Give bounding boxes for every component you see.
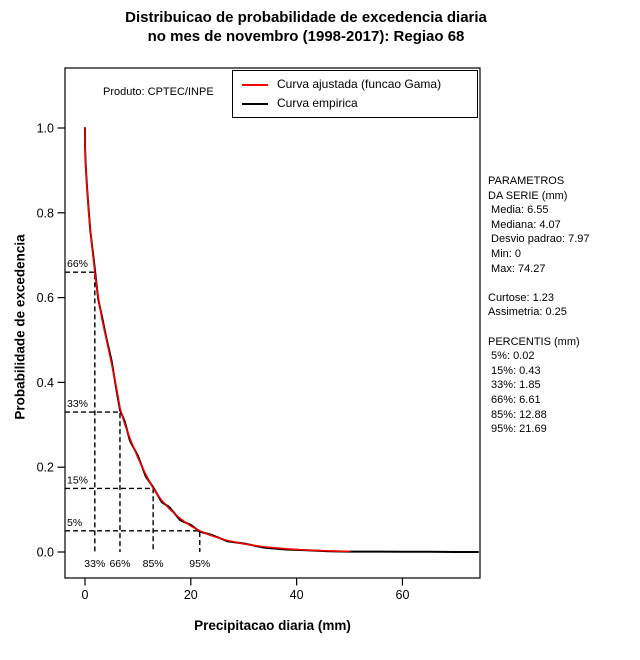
- x-tick-label: 20: [184, 588, 198, 602]
- percentile-x-label: 66%: [109, 558, 130, 570]
- stats-line: Min: 0: [488, 247, 522, 260]
- exceedance-level-label: 33%: [67, 398, 88, 410]
- stats-line: 66%: 6.61: [488, 393, 541, 406]
- legend-label-empirical: Curva empirica: [277, 96, 358, 110]
- stats-line: Assimetria: 0.25: [488, 306, 567, 319]
- y-tick-label: 0.0: [37, 546, 54, 560]
- legend-box: Curva ajustada (funcao Gama) Curva empir…: [232, 70, 478, 118]
- product-note: Produto: CPTEC/INPE: [103, 86, 214, 98]
- y-axis-label: Probabilidade de excedencia: [12, 234, 28, 420]
- y-tick-label: 0.6: [37, 291, 54, 305]
- chart-title: Distribuicao de probabilidade de exceden…: [0, 8, 612, 46]
- chart-title-line1: Distribuicao de probabilidade de exceden…: [125, 9, 487, 26]
- stats-line: [488, 320, 590, 335]
- stats-line: Max: 74.27: [488, 262, 546, 275]
- exceedance-level-label: 15%: [67, 474, 88, 486]
- stats-line: 15%: 0.43: [488, 364, 541, 377]
- x-axis-label: Precipitacao diaria (mm): [194, 618, 351, 633]
- exceedance-level-label: 5%: [67, 517, 82, 529]
- x-tick-label: 60: [396, 588, 410, 602]
- stats-line: PARAMETROS: [488, 175, 565, 187]
- percentile-x-label: 95%: [189, 558, 210, 570]
- stats-line: Desvio padrao: 7.97: [488, 233, 590, 246]
- fitted-curve-swatch: [242, 83, 268, 86]
- percentile-guide: [65, 530, 201, 552]
- legend-item-empirical: Curva empirica: [242, 96, 468, 111]
- legend-label-fitted: Curva ajustada (funcao Gama): [277, 77, 442, 91]
- y-tick-label: 0.4: [37, 376, 54, 390]
- exceedance-level-label: 66%: [67, 258, 88, 270]
- y-tick-label: 0.8: [37, 206, 54, 220]
- empirical-curve: [84, 127, 479, 553]
- percentile-x-label: 85%: [143, 558, 164, 570]
- stats-line: [488, 276, 590, 291]
- percentile-guide: [65, 271, 96, 552]
- y-tick-label: 1.0: [37, 122, 54, 136]
- plot-box: [64, 67, 481, 579]
- percentile-x-label: 33%: [84, 558, 105, 570]
- stats-line: PERCENTIS (mm): [488, 335, 580, 348]
- stats-panel: PARAMETROS DA SERIE (mm) Media: 6.55 Medi…: [488, 174, 590, 437]
- stats-line: Mediana: 4.07: [488, 218, 561, 231]
- stats-line: Media: 6.55: [488, 204, 549, 217]
- stats-line: 85%: 12.88: [488, 408, 547, 421]
- x-tick-label: 0: [82, 588, 89, 602]
- x-tick-label: 40: [290, 588, 304, 602]
- fitted-curve: [84, 127, 351, 553]
- stats-line: 33%: 1.85: [488, 379, 541, 392]
- stats-line: 95%: 21.69: [488, 423, 547, 436]
- chart-title-line2: no mes de novembro (1998-2017): Regiao 6…: [147, 28, 465, 45]
- percentile-guide: [65, 411, 121, 552]
- empirical-curve-swatch: [242, 102, 268, 105]
- stats-line: 5%: 0.02: [488, 350, 535, 363]
- stats-line: Curtose: 1.23: [488, 291, 555, 304]
- legend-item-fitted: Curva ajustada (funcao Gama): [242, 77, 468, 92]
- y-tick-label: 0.2: [37, 461, 54, 475]
- stats-line: DA SERIE (mm): [488, 189, 568, 202]
